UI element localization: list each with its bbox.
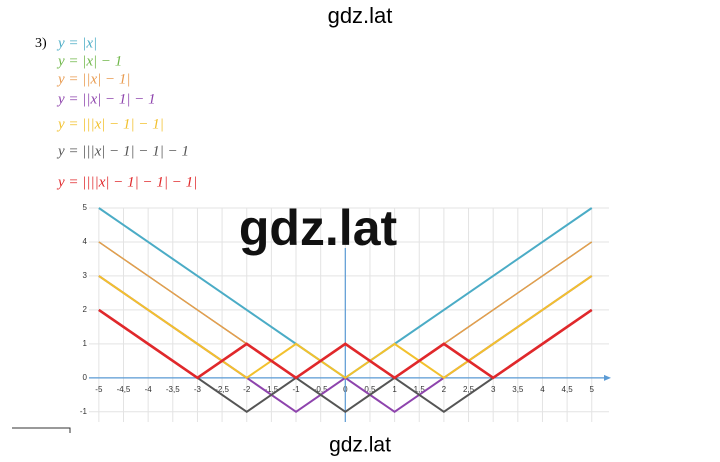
y-tick-label: 5 xyxy=(83,203,88,212)
x-tick-label: -3 xyxy=(194,385,202,394)
x-tick-label: -1,5 xyxy=(264,385,278,394)
x-tick-label: 4,5 xyxy=(562,385,574,394)
x-tick-label: -4,5 xyxy=(117,385,131,394)
x-tick-label: -4 xyxy=(145,385,153,394)
x-tick-label: -5 xyxy=(95,385,103,394)
x-tick-label: 2,5 xyxy=(463,385,475,394)
x-tick-label: -1 xyxy=(292,385,300,394)
exercise-number: 3) xyxy=(35,36,47,51)
x-tick-label: -2 xyxy=(243,385,251,394)
formula: y = ||x| − 1| xyxy=(56,71,131,87)
formula: y = |x| xyxy=(56,35,97,51)
series-line xyxy=(98,308,593,380)
y-tick-label: 3 xyxy=(83,271,88,280)
x-tick-label: 5 xyxy=(590,385,595,394)
y-tick-label: 2 xyxy=(83,305,88,314)
formula-list: y = |x| y = |x| − 1 y = ||x| − 1| y = ||x| … xyxy=(56,35,197,190)
plot: -5 -4,5 -4 -3,5 -3 -2,5 -2 -1,5 -1 -0,5 0 0,5 1 1,5 2 2… xyxy=(80,203,611,422)
y-tick-label: 1 xyxy=(83,339,88,348)
formula: y = |x| − 1 xyxy=(56,53,122,69)
x-tick-label: -3,5 xyxy=(166,385,180,394)
formula: y = |||x| − 1| − 1| − 1 xyxy=(56,143,189,159)
watermark: gdz.lat xyxy=(239,200,398,256)
y-tick-label: -1 xyxy=(80,407,88,416)
x-tick-label: 1,5 xyxy=(414,385,426,394)
x-tick-label: 1 xyxy=(392,385,397,394)
x-tick-label: 2 xyxy=(442,385,447,394)
formula: y = ||x| − 1| − 1 xyxy=(56,91,156,107)
formula: y = ||||x| − 1| − 1| − 1| xyxy=(56,174,197,190)
x-axis-arrow xyxy=(604,374,611,381)
x-tick-label: -0,5 xyxy=(314,385,328,394)
watermark: gdz.lat xyxy=(329,434,391,457)
watermark: gdz.lat xyxy=(328,3,393,28)
y-tick-label: 4 xyxy=(83,237,88,246)
x-tick-label: 3,5 xyxy=(512,385,524,394)
x-tick-label: 3 xyxy=(491,385,496,394)
frame-corner xyxy=(12,427,71,433)
series-line xyxy=(98,275,593,380)
y-tick-label: 0 xyxy=(83,373,88,382)
formula: y = |||x| − 1| − 1| xyxy=(56,116,164,132)
x-tick-label: 4 xyxy=(540,385,545,394)
x-tick-label: 0,5 xyxy=(364,385,376,394)
x-tick-label: -2,5 xyxy=(215,385,229,394)
